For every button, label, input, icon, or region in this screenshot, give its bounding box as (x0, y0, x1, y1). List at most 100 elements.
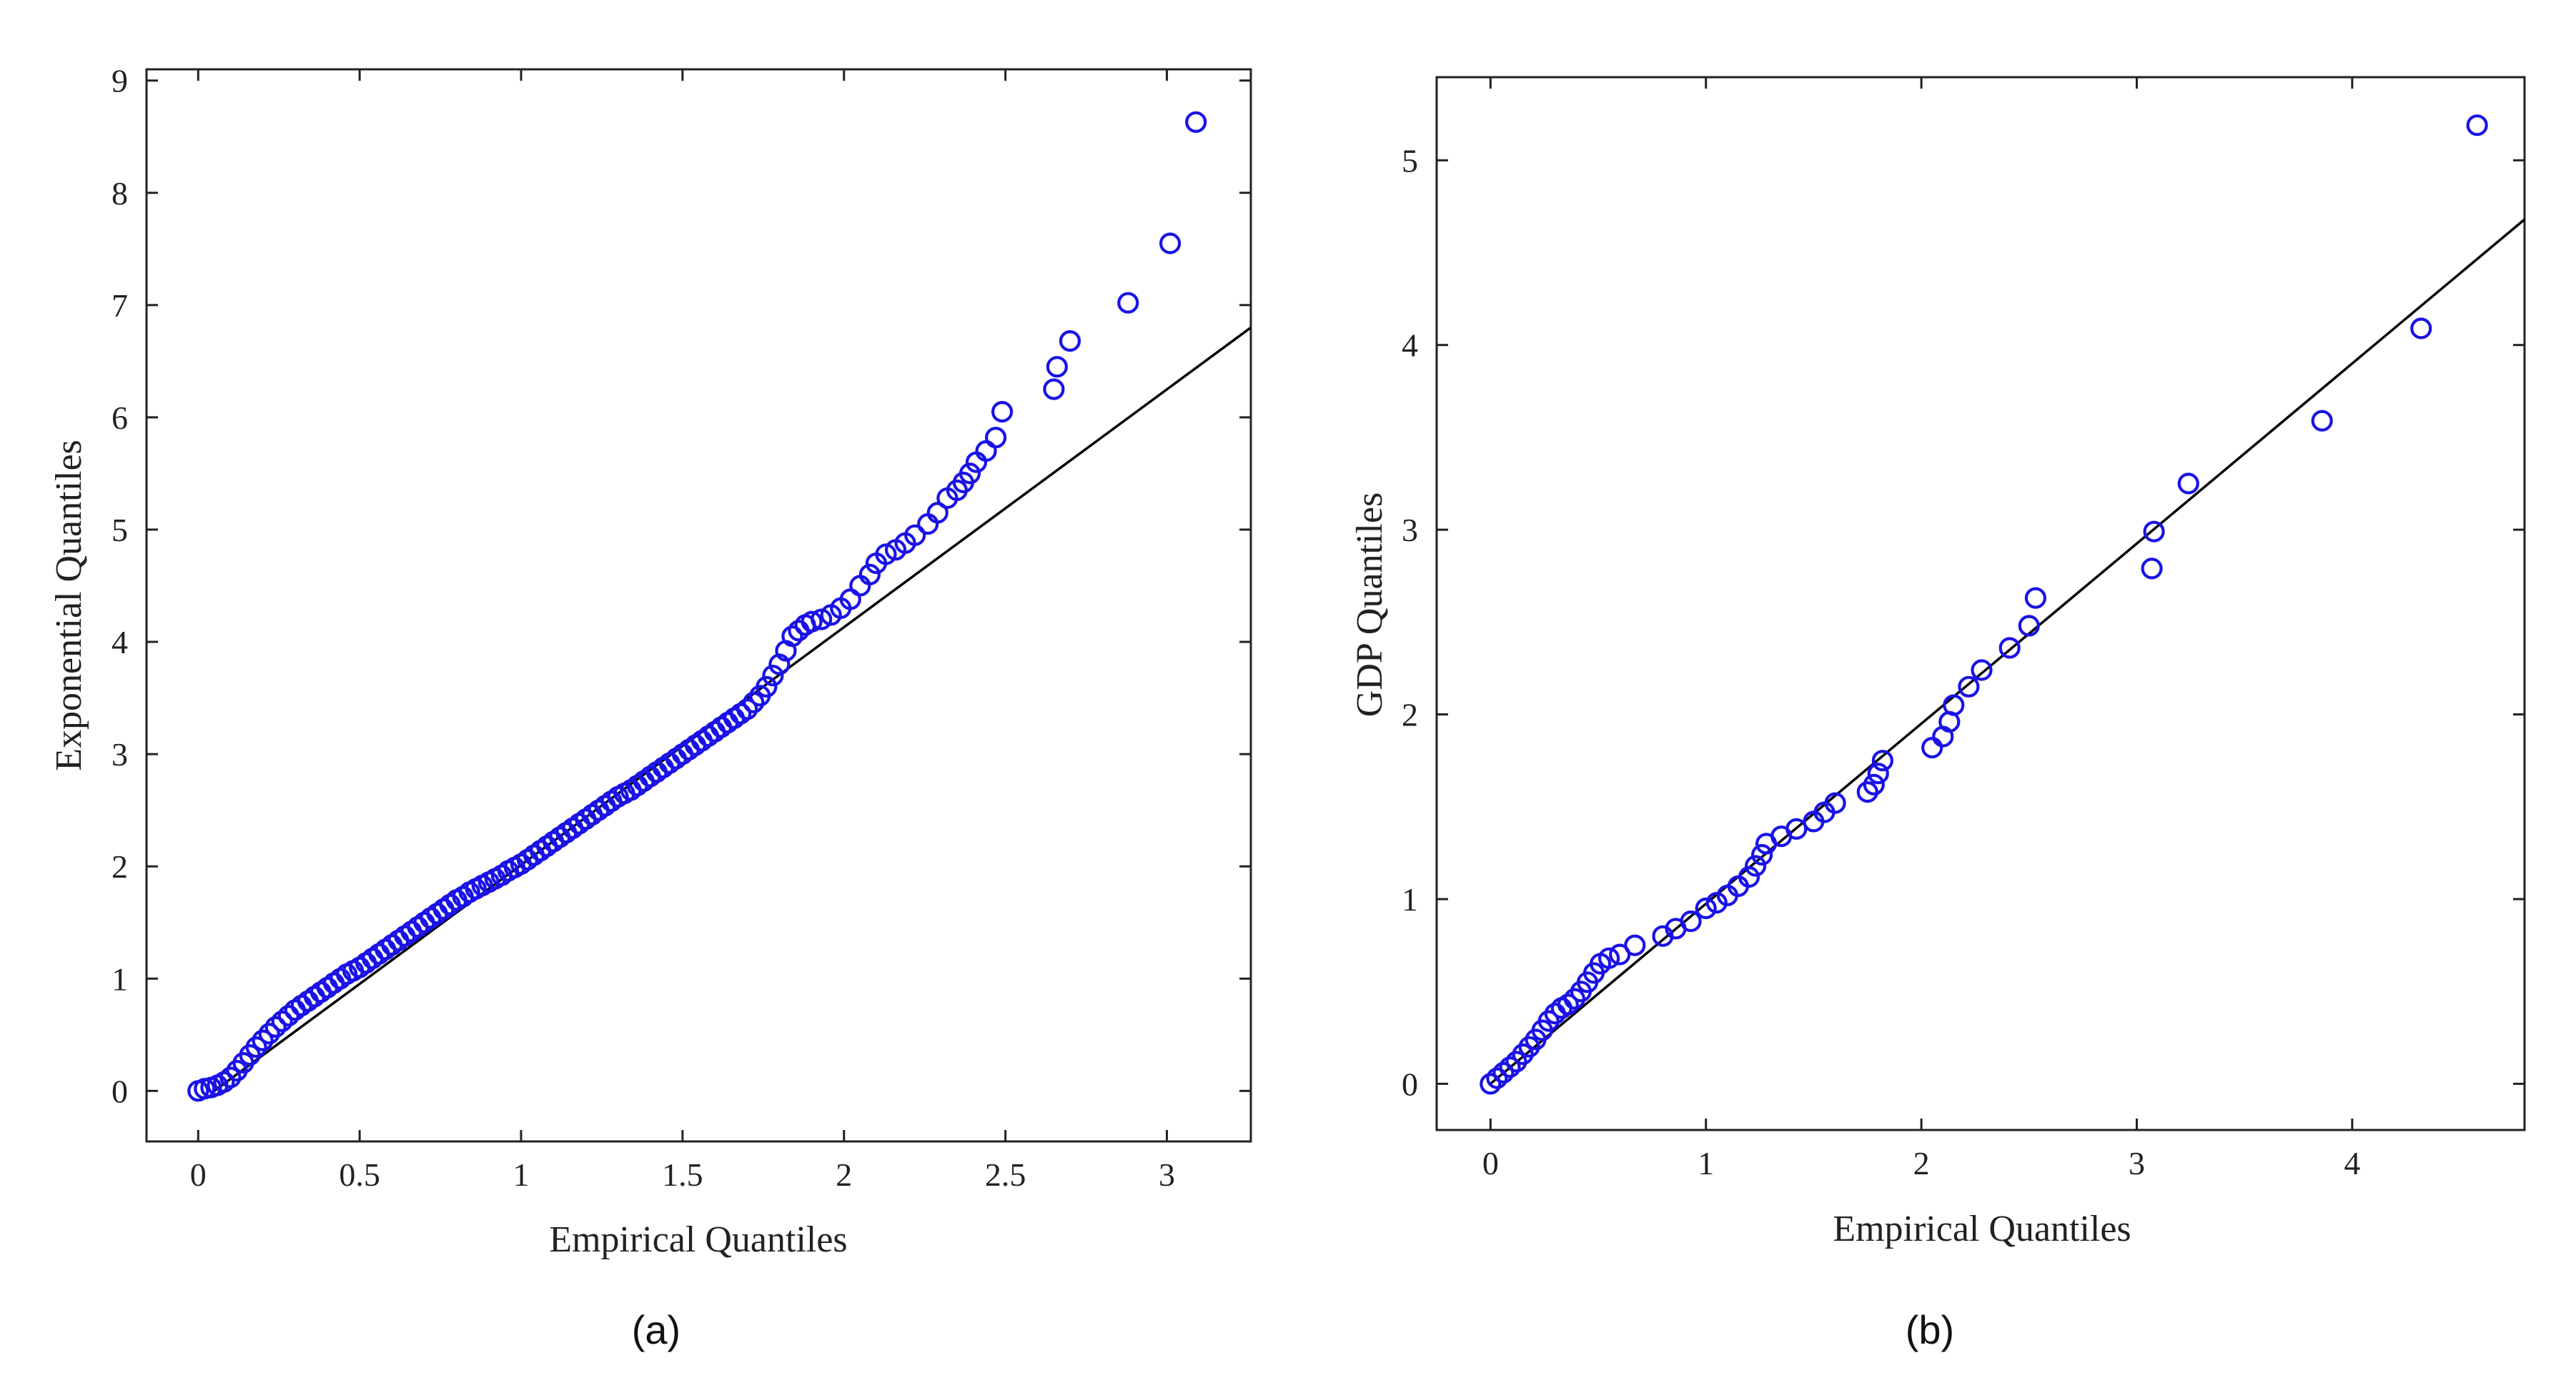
panel-b-data-point (1557, 993, 1579, 1016)
panel-a-y-tick-label: 9 (112, 63, 128, 99)
panel-b-x-tick-label: 1 (1698, 1145, 1714, 1181)
panel-b-x-axis-label: Empirical Quantiles (1833, 1209, 2131, 1249)
panel-a-caption: (a) (632, 1307, 680, 1352)
panel-a-x-tick-label: 2 (836, 1156, 852, 1193)
panel-b-data-point (1971, 659, 1993, 681)
panel-b-data-point (2141, 557, 2163, 580)
panel-a-data-point (811, 608, 833, 630)
panel-a-data-point (219, 1066, 242, 1089)
panel-a-x-tick-label: 3 (1159, 1156, 1175, 1193)
panel-b-data-point (2143, 520, 2165, 542)
panel-a-data-point (984, 427, 1007, 449)
panel-a-data-point (1043, 378, 1065, 400)
panel-a-y-tick-label: 8 (112, 175, 128, 212)
panel-a-data-point (245, 1036, 267, 1059)
panel-a-y-tick-label: 6 (112, 400, 128, 436)
panel-b-gdp-qq-plot: 0 1 2 3 4 0 1 2 3 4 5 Empirical Quantiles GDP Qua… (1349, 76, 2526, 1352)
panel-b-y-tick-label: 0 (1402, 1066, 1418, 1102)
panel-a-data-point (958, 462, 981, 485)
panel-a-y-tick-label: 7 (112, 287, 128, 324)
panel-b-x-tick-label: 3 (2129, 1145, 2145, 1181)
panel-b-data-point (1738, 866, 1760, 888)
panel-a-data-point (1185, 111, 1207, 133)
panel-a-y-tick-label: 2 (112, 848, 128, 885)
panel-a-exponential-qq-plot: 0 0.5 1 1.5 2 2.5 3 0 1 2 3 4 5 6 7 8 9 Empirical Quant… (49, 63, 1252, 1352)
panel-b-data-point (1680, 910, 1702, 933)
panel-b-data-point (1824, 792, 1846, 814)
panel-b-data-point (2311, 410, 2333, 432)
panel-b-y-tick-label: 5 (1402, 142, 1418, 179)
panel-a-data-point (258, 1023, 280, 1045)
panel-a-data-point (756, 675, 778, 698)
panel-b-y-tick-label: 3 (1402, 512, 1418, 548)
panel-a-x-tick-label: 0 (190, 1156, 207, 1193)
panel-a-data-point (1159, 232, 1182, 254)
panel-b-data-point (1624, 934, 1646, 956)
panel-a-data-point (1046, 356, 1069, 378)
panel-b-x-ticks: 0 1 2 3 4 (1482, 77, 2360, 1181)
panel-a-x-ticks: 0 0.5 1 1.5 2 2.5 3 (190, 69, 1175, 1193)
panel-a-data-point (1117, 292, 1139, 314)
panel-b-reference-line-group (1490, 218, 2526, 1085)
panel-b-data-markers (1480, 114, 2488, 1095)
panel-b-data-point (1745, 855, 1767, 877)
panel-a-data-point (975, 440, 997, 462)
panel-b-data-point (2177, 472, 2199, 495)
panel-b-y-axis-label: GDP Quantiles (1349, 492, 1390, 717)
panel-a-data-point (917, 512, 939, 535)
panel-a-x-tick-label: 0.5 (339, 1156, 380, 1193)
panel-a-y-ticks: 0 1 2 3 4 5 6 7 8 9 (112, 63, 1251, 1109)
panel-b-data-point (1751, 843, 1773, 866)
panel-a-y-tick-label: 1 (112, 961, 128, 997)
panel-b-data-point (2018, 615, 2040, 637)
panel-a-x-tick-label: 1.5 (662, 1156, 703, 1193)
panel-a-data-markers (187, 111, 1207, 1102)
panel-a-data-point (781, 625, 803, 648)
panel-a-data-point (743, 691, 765, 714)
panel-a-data-point (768, 653, 791, 675)
panel-b-caption: (b) (1906, 1307, 1954, 1352)
panel-a-data-point (736, 698, 758, 720)
panel-a-y-tick-label: 0 (112, 1073, 128, 1109)
panel-b-data-point (1705, 891, 1728, 914)
panel-b-data-point (1958, 675, 1980, 698)
panel-b-reference-line (1490, 218, 2526, 1085)
panel-b-data-point (1785, 818, 1808, 840)
panel-a-data-point (271, 1010, 293, 1033)
panel-b-y-ticks: 0 1 2 3 4 5 (1402, 142, 2525, 1102)
panel-a-data-point (858, 563, 881, 585)
panel-a-plot-frame (145, 68, 1252, 1143)
panel-b-data-point (1867, 763, 1889, 785)
panel-a-y-tick-label: 3 (112, 736, 128, 773)
panel-a-data-point (252, 1029, 274, 1051)
panel-a-data-point (801, 610, 823, 633)
panel-a-data-point (762, 665, 784, 687)
panel-a-data-point (991, 400, 1014, 423)
panel-a-data-point (264, 1016, 287, 1038)
panel-a-x-axis-label: Empirical Quantiles (549, 1219, 847, 1260)
panel-b-data-point (1609, 943, 1631, 966)
panel-a-data-point (1059, 330, 1081, 352)
panel-a-y-tick-label: 4 (112, 624, 128, 660)
panel-a-data-point (875, 543, 897, 565)
panel-b-y-tick-label: 4 (1402, 327, 1418, 364)
panel-a-y-axis-label: Exponential Quantiles (49, 440, 89, 771)
panel-a-data-point (904, 524, 926, 546)
panel-b-data-point (1863, 773, 1885, 795)
panel-b-x-tick-label: 2 (1913, 1145, 1930, 1181)
panel-b-data-point (2024, 587, 2046, 609)
panel-b-data-point (1492, 1061, 1515, 1084)
panel-b-x-tick-label: 0 (1482, 1145, 1499, 1181)
panel-b-data-point (2466, 114, 2488, 137)
panel-b-data-point (1871, 750, 1893, 772)
panel-b-y-tick-label: 2 (1402, 697, 1418, 733)
panel-a-data-point (926, 502, 948, 524)
panel-b-data-point (1943, 694, 1965, 716)
panel-b-plot-frame (1435, 76, 2526, 1131)
panel-a-x-tick-label: 2.5 (985, 1156, 1026, 1193)
panel-b-x-tick-label: 4 (2344, 1145, 2360, 1181)
panel-b-data-point (1486, 1067, 1508, 1089)
panel-b-y-tick-label: 1 (1402, 881, 1418, 918)
panel-b-data-point (1480, 1073, 1502, 1095)
